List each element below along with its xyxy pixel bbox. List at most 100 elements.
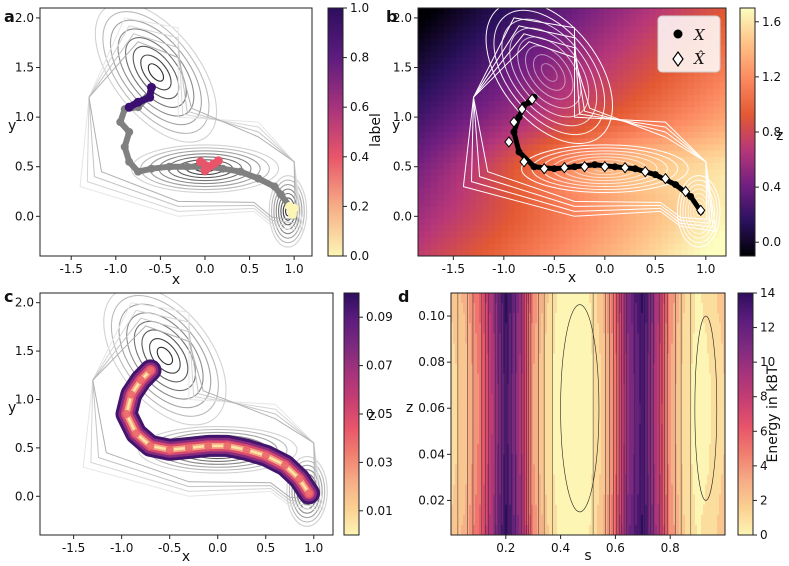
energy-cell xyxy=(547,504,550,516)
energy-cell xyxy=(611,313,614,324)
energy-cell xyxy=(537,524,540,535)
energy-cell xyxy=(491,393,494,405)
z-field-cell xyxy=(559,32,567,40)
z-field-cell xyxy=(514,82,522,90)
z-field-cell xyxy=(450,144,458,152)
energy-cell xyxy=(539,393,542,405)
energy-cell xyxy=(625,353,628,365)
energy-cell xyxy=(667,484,670,496)
z-field-cell xyxy=(591,76,599,83)
energy-cell xyxy=(571,414,574,425)
energy-cell xyxy=(637,343,640,355)
z-field-cell xyxy=(443,107,451,114)
energy-cell xyxy=(619,524,622,535)
energy-cell xyxy=(589,504,592,516)
energy-cell xyxy=(641,353,644,365)
z-field-cell xyxy=(469,150,477,158)
energy-cell xyxy=(483,303,486,314)
energy-cell xyxy=(467,514,470,526)
energy-cell xyxy=(595,524,598,535)
energy-cell xyxy=(459,414,462,425)
energy-cell xyxy=(677,494,680,506)
energy-cell xyxy=(551,414,554,425)
energy-cell xyxy=(591,313,594,324)
energy-cell xyxy=(609,393,612,405)
energy-cell xyxy=(511,323,514,334)
z-field-cell xyxy=(488,225,496,232)
z-field-cell xyxy=(456,45,464,52)
energy-cell xyxy=(469,383,472,395)
sample-point xyxy=(146,441,155,450)
energy-cell xyxy=(519,313,522,324)
z-field-cell xyxy=(616,181,624,189)
energy-cell xyxy=(487,424,490,435)
z-field-cell xyxy=(636,70,644,77)
z-field-cell xyxy=(591,249,599,256)
energy-cell xyxy=(597,303,600,314)
contour-line xyxy=(140,54,172,91)
energy-cell xyxy=(541,383,544,395)
z-field-cell xyxy=(706,194,714,201)
z-field-cell xyxy=(495,243,503,251)
z-field-cell xyxy=(623,243,631,251)
z-field-cell xyxy=(668,113,676,121)
energy-cell xyxy=(491,313,494,324)
z-field-cell xyxy=(565,194,573,201)
energy-cell xyxy=(531,494,534,506)
z-field-cell xyxy=(424,243,432,251)
energy-cell xyxy=(599,454,602,466)
z-field-cell xyxy=(713,150,721,158)
energy-cell xyxy=(647,383,650,395)
energy-cell xyxy=(547,353,550,365)
z-field-cell xyxy=(655,231,663,238)
energy-cell xyxy=(485,333,488,345)
z-field-cell xyxy=(681,132,689,139)
z-field-cell xyxy=(674,125,682,133)
z-field-cell xyxy=(706,169,714,176)
energy-cell xyxy=(591,474,594,486)
energy-cell xyxy=(533,484,536,496)
energy-cell xyxy=(575,323,578,334)
z-field-cell xyxy=(649,181,657,189)
contour-line xyxy=(525,45,574,100)
energy-cell xyxy=(479,373,482,385)
legend-marker-x xyxy=(673,29,683,39)
energy-cell xyxy=(563,353,566,365)
energy-cell xyxy=(459,514,462,526)
z-field-cell xyxy=(437,26,445,34)
energy-cell xyxy=(565,363,568,375)
z-field-cell xyxy=(539,32,547,40)
energy-cell xyxy=(559,313,562,324)
energy-cell xyxy=(471,444,474,455)
z-field-cell xyxy=(642,101,650,108)
energy-cell xyxy=(587,293,590,304)
z-field-cell xyxy=(437,70,445,77)
energy-cell xyxy=(509,444,512,455)
energy-cell xyxy=(529,353,532,365)
energy-cell xyxy=(629,504,632,516)
z-field-cell xyxy=(597,138,605,145)
z-field-cell xyxy=(482,26,490,34)
energy-cell xyxy=(517,504,520,516)
energy-cell xyxy=(607,484,610,496)
z-field-cell xyxy=(713,76,721,83)
energy-cell xyxy=(579,424,582,435)
energy-cell xyxy=(545,484,548,496)
z-field-cell xyxy=(488,206,496,214)
energy-cell xyxy=(679,353,682,365)
energy-cell xyxy=(499,353,502,365)
energy-cell xyxy=(579,293,582,304)
energy-cell xyxy=(619,303,622,314)
energy-cell xyxy=(477,514,480,526)
energy-cell xyxy=(653,323,656,334)
energy-cell xyxy=(567,494,570,506)
energy-cell xyxy=(479,333,482,345)
energy-cell xyxy=(471,393,474,405)
energy-cell xyxy=(671,363,674,375)
energy-cell xyxy=(453,293,456,304)
energy-cell xyxy=(535,313,538,324)
z-field-cell xyxy=(604,39,612,46)
energy-cell xyxy=(619,293,622,304)
energy-cell xyxy=(465,464,468,476)
z-field-cell xyxy=(629,125,637,133)
